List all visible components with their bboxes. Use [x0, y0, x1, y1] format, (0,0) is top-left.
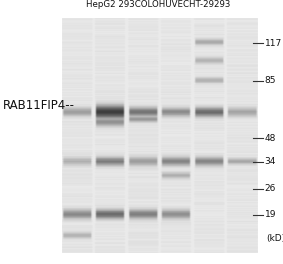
Text: (kD): (kD): [266, 234, 283, 243]
Text: 48: 48: [265, 134, 276, 143]
Text: HepG2 293COLOHUVECHT-29293: HepG2 293COLOHUVECHT-29293: [86, 0, 231, 9]
Text: 117: 117: [265, 39, 282, 48]
Text: 19: 19: [265, 210, 276, 219]
Text: 34: 34: [265, 157, 276, 166]
Text: 26: 26: [265, 184, 276, 193]
Text: 85: 85: [265, 76, 276, 85]
Text: RAB11FIP4--: RAB11FIP4--: [3, 99, 75, 112]
